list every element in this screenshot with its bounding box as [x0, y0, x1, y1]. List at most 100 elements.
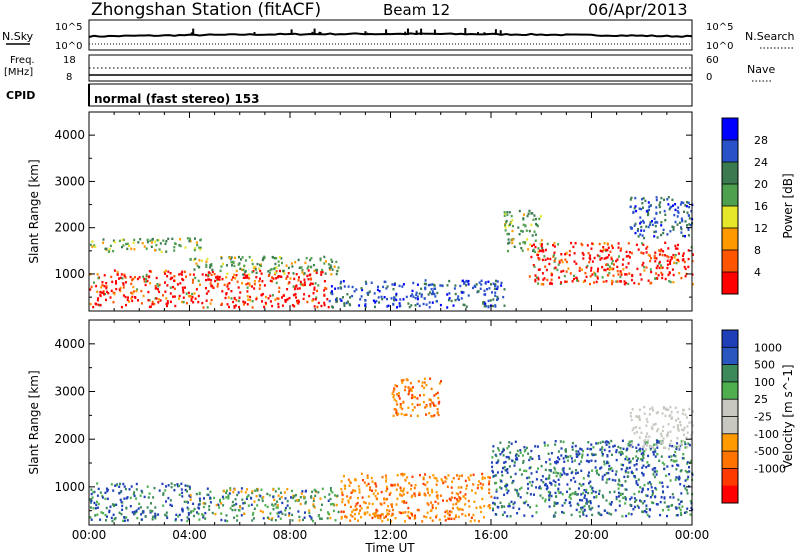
scatter-cell [666, 263, 669, 266]
scatter-cell [135, 497, 138, 500]
scatter-cell [638, 408, 641, 411]
scatter-cell [374, 301, 377, 304]
scatter-cell [278, 256, 281, 259]
scatter-cell [392, 414, 395, 417]
scatter-cell [519, 449, 522, 452]
scatter-cell [653, 467, 656, 470]
scatter-cell [488, 504, 491, 507]
scatter-cell [651, 427, 654, 431]
scatter-cell [402, 511, 404, 514]
scatter-cell [130, 247, 133, 250]
scatter-cell [101, 283, 104, 287]
scatter-cell [400, 494, 403, 497]
scatter-cell [504, 229, 507, 232]
scatter-cell [493, 474, 496, 478]
scatter-cell [339, 297, 342, 301]
scatter-cell [279, 517, 282, 520]
scatter-cell [210, 298, 213, 302]
scatter-cell [448, 510, 451, 513]
scatter-cell [535, 504, 538, 507]
scatter-cell [669, 430, 672, 433]
scatter-cell [135, 482, 138, 486]
scatter-cell [388, 493, 391, 496]
scatter-cell [473, 500, 476, 503]
scatter-cell [422, 393, 425, 397]
scatter-cell [234, 508, 237, 512]
scatter-cell [431, 283, 434, 286]
scatter-cell [287, 266, 290, 270]
scatter-cell [671, 198, 674, 201]
scatter-cell [105, 487, 108, 490]
scatter-cell [677, 206, 680, 209]
scatter-cell [667, 247, 670, 250]
scatter-cell [674, 253, 677, 257]
scatter-cell [257, 498, 260, 502]
scatter-cell [611, 282, 613, 286]
scatter-cell [641, 488, 644, 492]
scatter-cell [640, 251, 643, 254]
scatter-cell [173, 275, 176, 278]
scatter-cell [688, 443, 691, 447]
scatter-cell [292, 293, 295, 297]
scatter-cell [428, 301, 431, 304]
scatter-cell [275, 266, 278, 269]
scatter-cell [465, 284, 468, 287]
scatter-cell [545, 461, 548, 464]
scatter-cell [184, 246, 187, 249]
scatter-cell [302, 518, 304, 522]
scatter-cell [337, 287, 340, 290]
scatter-cell [181, 491, 184, 495]
scatter-cell [329, 487, 332, 490]
scatter-cell [570, 241, 573, 245]
scatter-cell [260, 263, 262, 266]
scatter-cell [343, 302, 346, 305]
scatter-cell [533, 493, 535, 496]
scatter-cell [555, 460, 558, 463]
scatter-cell [97, 502, 100, 506]
scatter-cell [246, 303, 249, 306]
y-tick-label: 2000 [54, 221, 85, 235]
scatter-cell [162, 294, 164, 297]
scatter-cell [235, 269, 238, 273]
scatter-cell [334, 287, 337, 290]
scatter-cell [319, 258, 322, 262]
scatter-cell [598, 512, 601, 515]
scatter-cell [292, 496, 295, 500]
scatter-cell [661, 481, 664, 484]
scatter-cell [122, 282, 125, 285]
scatter-cell [472, 513, 475, 517]
scatter-cell [591, 260, 594, 263]
scatter-cell [544, 248, 547, 252]
scatter-cell [395, 400, 398, 403]
scatter-cell [414, 494, 417, 498]
scatter-cell [496, 460, 499, 464]
scatter-cell [580, 469, 583, 472]
scatter-cell [187, 294, 190, 298]
scatter-cell [652, 491, 654, 495]
scatter-cell [674, 247, 677, 250]
scatter-cell [427, 283, 430, 287]
scatter-cell [151, 518, 154, 521]
scatter-cell [569, 455, 572, 458]
scatter-cell [155, 276, 158, 280]
scatter-cell [374, 482, 377, 485]
scatter-cell [351, 285, 354, 289]
scatter-cell [639, 222, 642, 225]
scatter-cell [601, 478, 604, 481]
scatter-cell [344, 487, 346, 490]
scatter-cell [106, 290, 108, 294]
scatter-cell [131, 511, 134, 514]
scatter-cell [553, 501, 556, 504]
scatter-cell [236, 514, 239, 518]
scatter-cell [249, 295, 252, 299]
scatter-cell [642, 197, 645, 200]
scatter-cell [469, 474, 472, 477]
scatter-cell [263, 305, 266, 309]
scatter-cell [166, 284, 169, 287]
scatter-cell [604, 268, 607, 272]
scatter-cell [667, 447, 670, 451]
scatter-cell [682, 453, 685, 456]
scatter-cell [479, 482, 482, 485]
scatter-cell [342, 510, 345, 513]
scatter-cell [286, 275, 289, 278]
